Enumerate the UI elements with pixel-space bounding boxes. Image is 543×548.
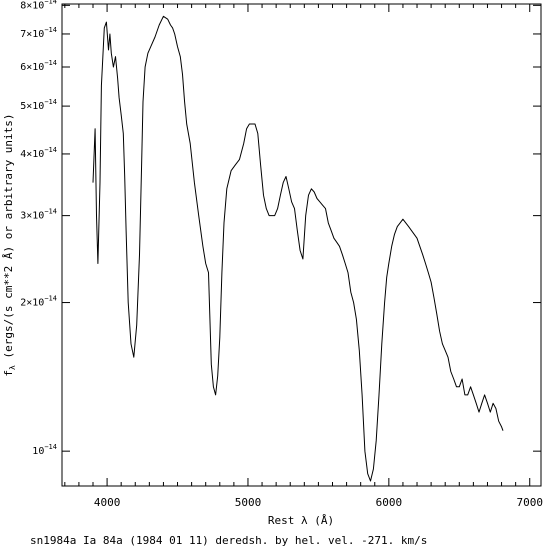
y-tick-exponent: −14	[44, 98, 57, 106]
y-tick-exponent: −14	[44, 26, 57, 34]
x-tick-label: 5000	[235, 496, 262, 509]
y-tick-exponent: −14	[44, 443, 57, 451]
plot-frame	[61, 3, 542, 487]
y-axis-label-symbol: f	[2, 370, 15, 377]
y-tick-mantissa: 4×10	[20, 149, 44, 160]
x-axis-label: Rest λ (Å)	[268, 514, 334, 527]
y-tick-mantissa: 8×10	[20, 0, 44, 11]
y-tick-exponent: −14	[44, 146, 57, 154]
chart-caption: sn1984a Ia 84a (1984 01 11) deredsh. by …	[30, 534, 427, 547]
series-layer	[92, 15, 504, 482]
y-tick-exponent: −14	[44, 59, 57, 67]
x-tick-label: 7000	[516, 496, 543, 509]
y-tick-mantissa: 7×10	[20, 29, 44, 40]
y-tick-mantissa: 2×10	[20, 298, 44, 309]
y-axis-label: fλ (ergs/(s cm**2 Å) or arbitrary units)	[2, 113, 17, 376]
y-tick-label: 3×10−14	[20, 208, 57, 222]
x-tick-label: 4000	[94, 496, 121, 509]
y-axis-label-text: (ergs/(s cm**2 Å) or arbitrary units)	[2, 113, 15, 365]
y-tick-exponent: −14	[44, 295, 57, 303]
y-tick-label: 4×10−14	[20, 146, 57, 160]
y-tick-mantissa: 3×10	[20, 211, 44, 222]
y-tick-label: 8×10−14	[20, 0, 57, 11]
y-tick-label: 2×10−14	[20, 295, 57, 309]
x-tick-label: 6000	[376, 496, 403, 509]
y-axis-ticks: 10−142×10−143×10−144×10−145×10−146×10−14…	[20, 0, 541, 457]
y-tick-mantissa: 6×10	[20, 62, 44, 73]
y-tick-label: 7×10−14	[20, 26, 57, 40]
y-tick-label: 5×10−14	[20, 98, 57, 112]
series-line	[92, 15, 504, 482]
y-tick-mantissa: 10	[32, 446, 44, 457]
y-axis-label-subscript: λ	[8, 365, 17, 370]
y-tick-exponent: −14	[44, 0, 57, 5]
y-tick-label: 10−14	[32, 443, 57, 457]
y-tick-exponent: −14	[44, 208, 57, 216]
x-axis-ticks: 4000 5000 6000 7000	[64, 4, 543, 509]
y-tick-mantissa: 5×10	[20, 101, 44, 112]
y-tick-label: 6×10−14	[20, 59, 57, 73]
